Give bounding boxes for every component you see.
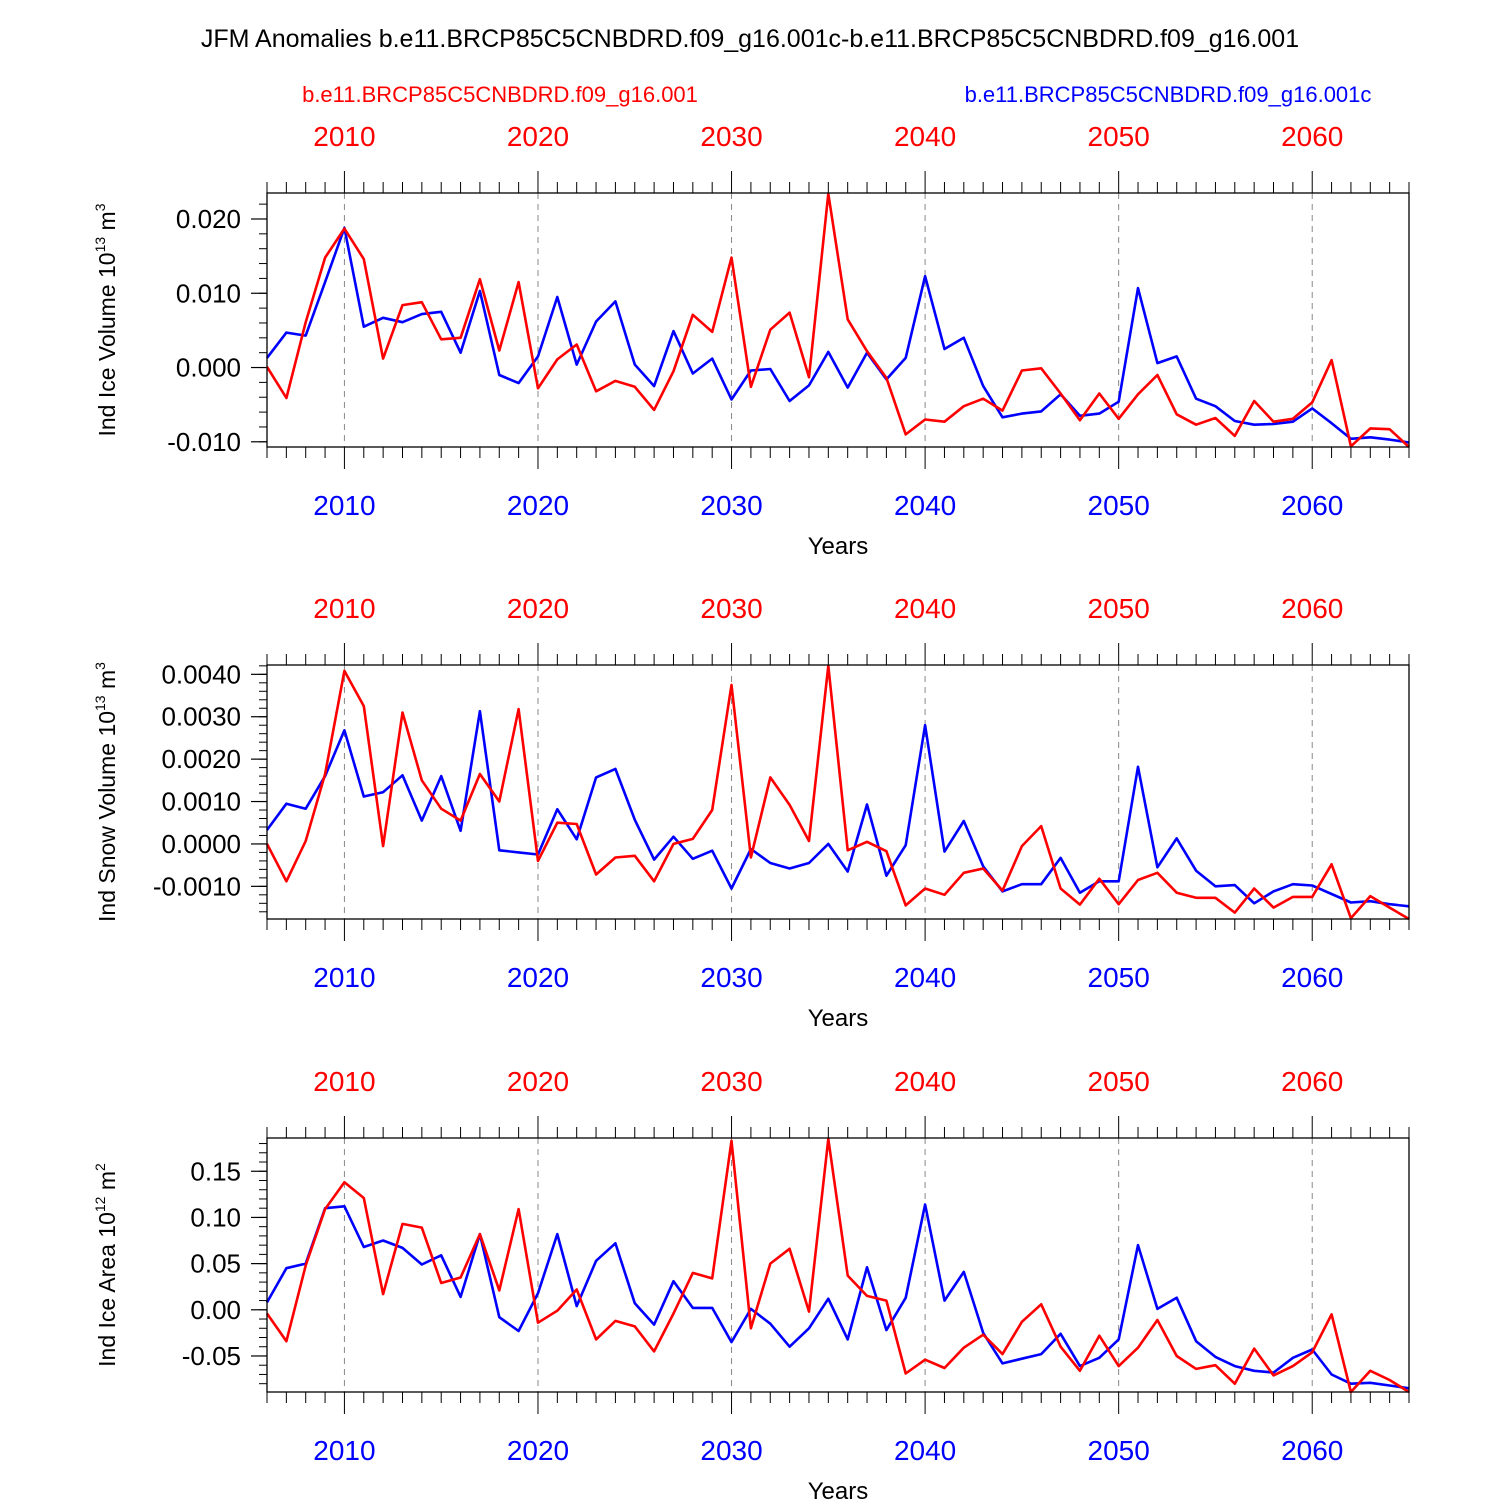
x-tick-label-top: 2060: [1281, 593, 1343, 624]
y-tick-label: -0.05: [182, 1341, 241, 1371]
x-tick-label-bottom: 2030: [700, 962, 762, 993]
x-tick-label-top: 2060: [1281, 1066, 1343, 1097]
y-tick-label: 0.15: [190, 1156, 241, 1186]
x-tick-label-bottom: 2060: [1281, 490, 1343, 521]
y-axis-unit: m: [94, 1171, 120, 1197]
y-axis-title: Ind Ice Area 1012 m2: [92, 1163, 120, 1367]
x-axis-title: Years: [808, 1005, 869, 1032]
y-tick-label: 0.0040: [161, 659, 241, 689]
y-tick-label: 0.000: [176, 353, 241, 383]
y-tick-label: -0.010: [167, 427, 241, 457]
x-tick-label-bottom: 2010: [313, 962, 375, 993]
x-tick-label-bottom: 2050: [1088, 962, 1150, 993]
y-tick-label: 0.010: [176, 278, 241, 308]
x-tick-label-top: 2060: [1281, 121, 1343, 152]
x-tick-label-bottom: 2060: [1281, 962, 1343, 993]
y-axis-unit: m: [94, 211, 120, 237]
x-tick-label-top: 2030: [700, 121, 762, 152]
series-line-red: [265, 192, 1410, 448]
x-tick-label-top: 2010: [313, 593, 375, 624]
x-tick-label-top: 2020: [507, 593, 569, 624]
series-line-blue: [265, 1203, 1410, 1390]
chart-panel-3: -0.05 0.00 0.05 0.10 0.15 2010 2010 2020 2020 203…: [92, 1066, 1410, 1505]
x-tick-label-bottom: 2030: [700, 1435, 762, 1466]
y-axis-title-text: Ind Ice Area 10: [94, 1212, 120, 1367]
series-line-blue: [265, 226, 1410, 444]
y-axis-title: Ind Ice Volume 1013 m3: [92, 203, 120, 436]
x-tick-label-top: 2020: [507, 1066, 569, 1097]
chart-panel-1: -0.010 0.000 0.010 0.020 2010 2010 2020 2020 203…: [92, 121, 1410, 560]
y-axis-title-text: Ind Snow Volume 10: [94, 711, 120, 922]
series-line-blue: [265, 709, 1410, 908]
y-axis-title: Ind Snow Volume 1013 m3: [92, 662, 120, 922]
x-tick-label-top: 2040: [894, 593, 956, 624]
y-axis-unit-power: 3: [92, 662, 108, 670]
x-tick-label-top: 2010: [313, 1066, 375, 1097]
y-tick-label: -0.0010: [153, 871, 241, 901]
x-tick-label-bottom: 2020: [507, 962, 569, 993]
panels: -0.010 0.000 0.010 0.020 2010 2010 2020 2020 203…: [92, 121, 1410, 1505]
x-tick-label-top: 2040: [894, 121, 956, 152]
y-axis-unit: m: [94, 670, 120, 696]
x-tick-label-bottom: 2060: [1281, 1435, 1343, 1466]
y-axis-unit-exponent: 12: [92, 1196, 108, 1212]
plot-frame: [266, 192, 1410, 448]
x-tick-label-top: 2050: [1088, 1066, 1150, 1097]
legend-blue-label: b.e11.BRCP85C5CNBDRD.f09_g16.001c: [965, 82, 1372, 107]
x-tick-label-bottom: 2020: [507, 490, 569, 521]
x-tick-label-bottom: 2010: [313, 1435, 375, 1466]
series-line-red: [265, 1137, 1410, 1394]
legend-red-label: b.e11.BRCP85C5CNBDRD.f09_g16.001: [302, 82, 698, 107]
y-tick-label: 0.0010: [161, 787, 241, 817]
y-axis-title-text: Ind Ice Volume 10: [94, 252, 120, 436]
x-tick-label-bottom: 2050: [1088, 490, 1150, 521]
y-axis-unit-exponent: 13: [92, 695, 108, 711]
x-tick-label-top: 2010: [313, 121, 375, 152]
y-tick-label: 0.020: [176, 204, 241, 234]
x-tick-label-top: 2050: [1088, 121, 1150, 152]
y-tick-label: 0.00: [190, 1295, 241, 1325]
x-tick-label-top: 2020: [507, 121, 569, 152]
chart-panel-2: -0.0010 0.0000 0.0010 0.0020 0.0030 0.0040 201…: [92, 593, 1410, 1032]
y-axis-unit-power: 2: [92, 1163, 108, 1171]
x-tick-label-bottom: 2040: [894, 962, 956, 993]
x-tick-label-bottom: 2020: [507, 1435, 569, 1466]
y-tick-label: 0.0000: [161, 829, 241, 859]
x-tick-label-top: 2030: [700, 593, 762, 624]
x-tick-label-bottom: 2040: [894, 1435, 956, 1466]
y-tick-label: 0.0030: [161, 702, 241, 732]
y-tick-label: 0.05: [190, 1249, 241, 1279]
figure-title: JFM Anomalies b.e11.BRCP85C5CNBDRD.f09_g…: [201, 25, 1299, 53]
y-tick-label: 0.0020: [161, 744, 241, 774]
plot-frame: [266, 1137, 1410, 1393]
x-tick-label-bottom: 2010: [313, 490, 375, 521]
x-axis-title: Years: [808, 533, 869, 560]
plot-frame: [266, 664, 1410, 920]
y-axis-unit-exponent: 13: [92, 237, 108, 253]
x-tick-label-top: 2050: [1088, 593, 1150, 624]
series-line-red: [265, 664, 1410, 921]
y-axis-unit-power: 3: [92, 203, 108, 211]
x-tick-label-bottom: 2040: [894, 490, 956, 521]
x-tick-label-top: 2040: [894, 1066, 956, 1097]
y-tick-label: 0.10: [190, 1202, 241, 1232]
x-axis-title: Years: [808, 1478, 869, 1500]
x-tick-label-bottom: 2030: [700, 490, 762, 521]
x-tick-label-bottom: 2050: [1088, 1435, 1150, 1466]
x-tick-label-top: 2030: [700, 1066, 762, 1097]
